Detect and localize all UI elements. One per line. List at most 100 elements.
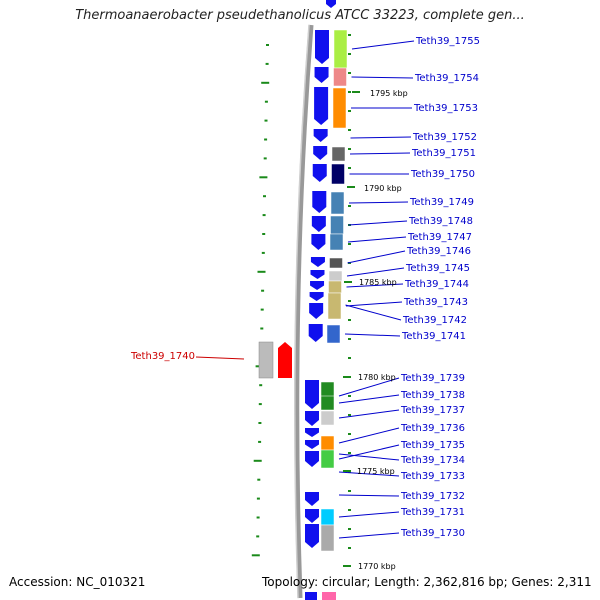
gene-box[interactable] <box>333 29 348 69</box>
gene-arrow[interactable] <box>310 270 325 279</box>
gene-label[interactable]: Teth39_1730 <box>400 528 465 539</box>
leader-line <box>351 40 415 50</box>
gene-arrow[interactable] <box>309 292 324 301</box>
tick-mark <box>261 289 265 292</box>
gene-label[interactable]: Teth39_1732 <box>400 491 465 502</box>
gene-box[interactable] <box>332 87 347 129</box>
gene-arrow[interactable] <box>308 324 323 342</box>
gene-label[interactable]: Teth39_1753 <box>413 103 478 114</box>
svg-text:1785 kbp: 1785 kbp <box>359 278 397 287</box>
gene-arrow[interactable] <box>312 164 327 182</box>
gene-arrow[interactable] <box>313 129 328 142</box>
gene-label[interactable]: Teth39_1744 <box>404 279 469 290</box>
tick-mark <box>256 516 260 519</box>
gene-label[interactable]: Teth39_1733 <box>400 471 465 482</box>
gene-arrow[interactable] <box>314 87 329 125</box>
gene-label[interactable]: Teth39_1735 <box>400 440 465 451</box>
gene-box[interactable] <box>320 435 335 451</box>
gene-label[interactable]: Teth39_1752 <box>412 132 477 143</box>
gene-arrow[interactable] <box>305 509 319 523</box>
gene-box[interactable] <box>320 524 335 552</box>
gene-label[interactable]: Teth39_1747 <box>407 232 472 243</box>
gene-box[interactable] <box>331 163 345 185</box>
leader-line <box>338 471 400 477</box>
gene-box[interactable] <box>329 257 343 269</box>
leader-line <box>345 301 403 307</box>
gene-arrow[interactable] <box>305 592 317 600</box>
gene-label[interactable]: Teth39_1734 <box>400 455 465 466</box>
page-title: Thermoanaerobacter pseudethanolicus ATCC… <box>75 8 525 23</box>
svg-text:1775 kbp: 1775 kbp <box>357 467 395 476</box>
gene-label[interactable]: Teth39_1743 <box>403 297 468 308</box>
gene-label[interactable]: Teth39_1751 <box>411 148 476 159</box>
tick-mark <box>260 327 264 330</box>
tick-mark <box>348 338 351 340</box>
tick-mark <box>348 547 351 549</box>
gene-arrow[interactable] <box>305 396 319 409</box>
gene-arrow[interactable] <box>305 428 319 437</box>
gene-box[interactable] <box>320 449 335 469</box>
gene-label[interactable]: Teth39_1741 <box>401 331 466 342</box>
gene-box-grey[interactable] <box>258 341 274 379</box>
gene-box[interactable] <box>328 270 343 282</box>
gene-label[interactable]: Teth39_1736 <box>400 423 465 434</box>
gene-label[interactable]: Teth39_1742 <box>402 315 467 326</box>
tick-mark <box>256 535 260 538</box>
gene-arrow[interactable] <box>305 411 319 426</box>
gene-arrow[interactable] <box>315 30 329 64</box>
gene-label[interactable]: Teth39_1745 <box>405 263 470 274</box>
gene-label[interactable]: Teth39_1739 <box>400 373 465 384</box>
gene-arrow[interactable] <box>313 146 328 160</box>
gene-arrow[interactable] <box>305 492 319 506</box>
gene-arrow[interactable] <box>309 303 324 319</box>
gene-label[interactable]: Teth39_1746 <box>406 246 471 257</box>
tick-mark <box>348 167 351 169</box>
gene-label[interactable]: Teth39_1754 <box>414 73 479 84</box>
gene-box[interactable] <box>320 395 335 411</box>
leader-line <box>345 304 402 321</box>
gene-arrow[interactable] <box>314 67 329 83</box>
gene-arrow[interactable] <box>305 451 319 467</box>
leader-line <box>338 427 400 444</box>
gene-arrow-red[interactable] <box>278 342 292 378</box>
gene-box[interactable] <box>330 215 344 235</box>
svg-text:1795 kbp: 1795 kbp <box>370 89 408 98</box>
kbp-marker: 1790 kbp <box>347 184 402 193</box>
gene-box[interactable] <box>320 508 335 526</box>
gene-box[interactable] <box>330 191 345 215</box>
leader-line <box>347 236 407 243</box>
gene-arrow[interactable] <box>311 216 326 232</box>
leader-line <box>348 201 409 204</box>
svg-text:1790 kbp: 1790 kbp <box>364 184 402 193</box>
gene-box[interactable] <box>327 292 342 320</box>
tick-mark <box>262 214 266 217</box>
gene-label[interactable]: Teth39_1750 <box>410 169 475 180</box>
gene-arrow[interactable] <box>326 0 336 8</box>
gene-box[interactable] <box>320 410 335 426</box>
gene-arrow[interactable] <box>305 440 319 449</box>
gene-label[interactable]: Teth39_1738 <box>400 390 465 401</box>
tick-mark <box>348 528 351 530</box>
svg-text:1780 kbp: 1780 kbp <box>358 373 396 382</box>
gene-arrow[interactable] <box>310 257 325 267</box>
gene-label[interactable]: Teth39_1740 <box>130 351 195 362</box>
gene-arrow[interactable] <box>312 191 327 213</box>
gene-arrow[interactable] <box>311 234 326 250</box>
gene-label[interactable]: Teth39_1755 <box>415 36 480 47</box>
gene-box[interactable] <box>333 67 347 87</box>
gene-box[interactable] <box>331 146 346 162</box>
tick-mark <box>258 403 262 406</box>
gene-box[interactable] <box>326 324 341 344</box>
gene-box[interactable] <box>328 280 342 294</box>
gene-label[interactable]: Teth39_1737 <box>400 405 465 416</box>
gene-box[interactable] <box>329 233 344 251</box>
gene-label[interactable]: Teth39_1749 <box>409 197 474 208</box>
gene-box[interactable] <box>322 592 336 600</box>
leader-line <box>346 283 404 288</box>
leader-line <box>350 136 412 139</box>
tick-mark <box>264 100 268 103</box>
gene-label[interactable]: Teth39_1731 <box>400 507 465 518</box>
gene-arrow[interactable] <box>310 281 325 290</box>
gene-arrow[interactable] <box>305 524 319 548</box>
gene-label[interactable]: Teth39_1748 <box>408 216 473 227</box>
